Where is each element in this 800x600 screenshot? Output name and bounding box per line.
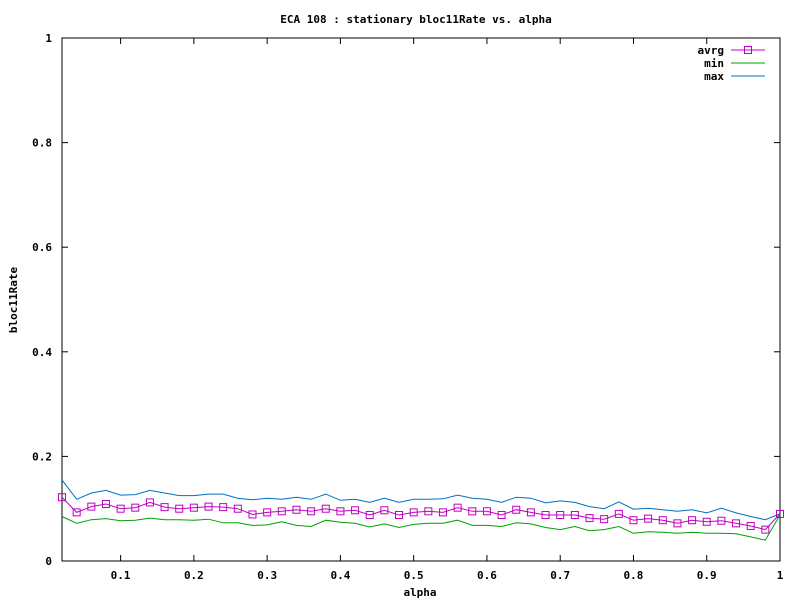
data-point-avrg [72,508,81,517]
x-axis-label: alpha [403,586,436,599]
y-tick-label: 0.4 [32,346,52,359]
data-point-avrg [776,509,784,518]
data-point-avrg [160,503,169,512]
data-point-avrg [585,514,594,523]
data-point-avrg [204,502,213,511]
x-tick-label: 0.5 [404,569,424,582]
data-point-avrg [438,508,447,517]
data-point-avrg [556,510,565,519]
y-tick-label: 0.2 [32,450,52,463]
data-point-avrg [365,510,374,519]
data-point-avrg [292,505,301,514]
legend-label-avrg: avrg [698,44,725,57]
data-point-avrg [145,498,154,507]
data-point-avrg [219,503,228,512]
data-point-avrg [409,508,418,517]
data-point-avrg [600,515,609,524]
y-tick-label: 1 [45,32,52,45]
x-axis: 0.1 0.2 0.3 0.4 0.5 0.6 0.7 0.8 0.9 1 [111,38,784,582]
y-axis-label: bloc11Rate [7,267,20,334]
data-point-avrg [321,504,330,513]
data-point-avrg [570,510,579,519]
data-point-avrg [644,514,653,523]
data-point-avrg [614,509,623,518]
x-tick-label: 0.3 [257,569,277,582]
data-point-avrg [233,504,242,513]
x-tick-label: 0.2 [184,569,204,582]
x-tick-label: 0.6 [477,569,497,582]
data-point-avrg [131,503,140,512]
data-point-avrg [732,519,741,528]
data-point-avrg [58,493,66,502]
data-point-avrg [512,505,521,514]
data-point-avrg [307,507,316,516]
x-tick-label: 0.1 [111,569,131,582]
data-point-avrg [277,507,286,516]
data-point-avrg [263,508,272,517]
x-tick-label: 0.7 [550,569,570,582]
data-point-avrg [658,516,667,525]
data-point-avrg [87,502,96,511]
data-point-avrg [702,517,711,526]
data-point-avrg [101,499,110,508]
x-tick-label: 0.8 [624,569,644,582]
series-line-max [61,479,781,521]
data-point-avrg [629,516,638,525]
data-point-avrg [453,503,462,512]
plot-area-border [61,37,781,562]
y-axis: 0 0.2 0.4 0.6 0.8 1 [32,32,780,568]
data-point-avrg [482,507,491,516]
data-point-avrg [380,506,389,515]
chart-title: ECA 108 : stationary bloc11Rate vs. alph… [280,13,552,26]
data-point-avrg [717,516,726,525]
legend-marker-avrg [744,46,752,54]
data-point-avrg [497,510,506,519]
data-point-avrg [395,510,404,519]
series-line-avrg [61,496,781,531]
y-tick-label: 0.8 [32,137,52,150]
data-point-avrg [541,510,550,519]
legend-label-max: max [704,70,724,83]
data-point-avrg [761,525,770,534]
y-tick-label: 0.6 [32,241,52,254]
data-point-avrg [468,507,477,516]
data-point-avrg [424,507,433,516]
x-tick-label: 0.9 [697,569,717,582]
data-point-avrg [673,519,682,528]
x-tick-label: 0.4 [330,569,350,582]
series-line-min [61,514,781,541]
y-tick-label: 0 [45,555,52,568]
legend-label-min: min [704,57,724,70]
data-point-avrg [189,503,198,512]
data-point-avrg [336,507,345,516]
data-point-avrg [175,504,184,513]
data-point-avrg [116,504,125,513]
data-point-avrg [526,508,535,517]
x-tick-label: 1 [777,569,784,582]
data-point-avrg [248,510,257,519]
data-point-avrg [746,521,755,530]
series-layer [58,479,784,541]
data-point-avrg [351,506,360,515]
data-point-avrg [688,516,697,525]
